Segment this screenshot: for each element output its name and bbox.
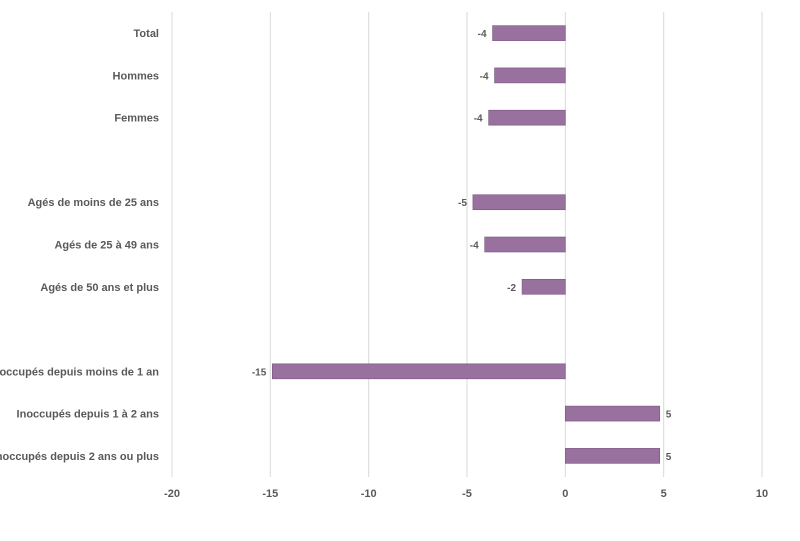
bar: [492, 25, 566, 41]
data-label: -4: [480, 71, 489, 82]
category-label: Inoccupés depuis 1 à 2 ans: [17, 409, 159, 421]
data-label: -5: [458, 198, 467, 209]
x-tick-label: 10: [756, 488, 768, 500]
category-label: Inoccupés depuis 2 ans ou plus: [0, 451, 159, 463]
bars: [271, 25, 661, 464]
bar: [521, 278, 566, 295]
data-label: -4: [470, 241, 479, 252]
category-label: Hommes: [113, 70, 159, 82]
category-label: Inoccupés depuis moins de 1 an: [0, 366, 159, 378]
data-labels: -4 -4 -4 -5 -4 -2 -15 5 5: [252, 29, 672, 463]
x-tick-label: -10: [361, 488, 377, 500]
data-label: -2: [507, 283, 516, 294]
bar: [494, 67, 566, 84]
data-label: 5: [666, 452, 672, 463]
data-label: -4: [478, 29, 487, 40]
category-labels: Total Hommes Femmes Agés de moins de 25 ans…: [0, 28, 159, 463]
x-tick-label: -20: [164, 488, 180, 500]
data-label: -4: [474, 114, 483, 125]
category-label: Agés de 25 à 49 ans: [54, 240, 159, 252]
category-label: Total: [134, 28, 159, 40]
category-label: Femmes: [114, 113, 159, 125]
x-tick-label: -15: [262, 488, 278, 500]
bar: [565, 448, 661, 464]
category-label: Agés de 50 ans et plus: [40, 282, 159, 294]
x-tick-label: 5: [661, 488, 667, 500]
bar: [472, 194, 566, 211]
bar: [484, 236, 566, 253]
bar: [271, 363, 566, 380]
x-axis-tick-labels: -20 -15 -10 -5 0 5 10: [164, 488, 768, 500]
data-label: -15: [252, 367, 267, 378]
category-label: Agés de moins de 25 ans: [28, 197, 159, 209]
gridlines: [171, 12, 763, 477]
x-tick-label: -5: [462, 488, 472, 500]
data-label: 5: [666, 410, 672, 421]
x-tick-label: 0: [562, 488, 568, 500]
bar: [488, 109, 566, 126]
bar: [565, 405, 661, 422]
